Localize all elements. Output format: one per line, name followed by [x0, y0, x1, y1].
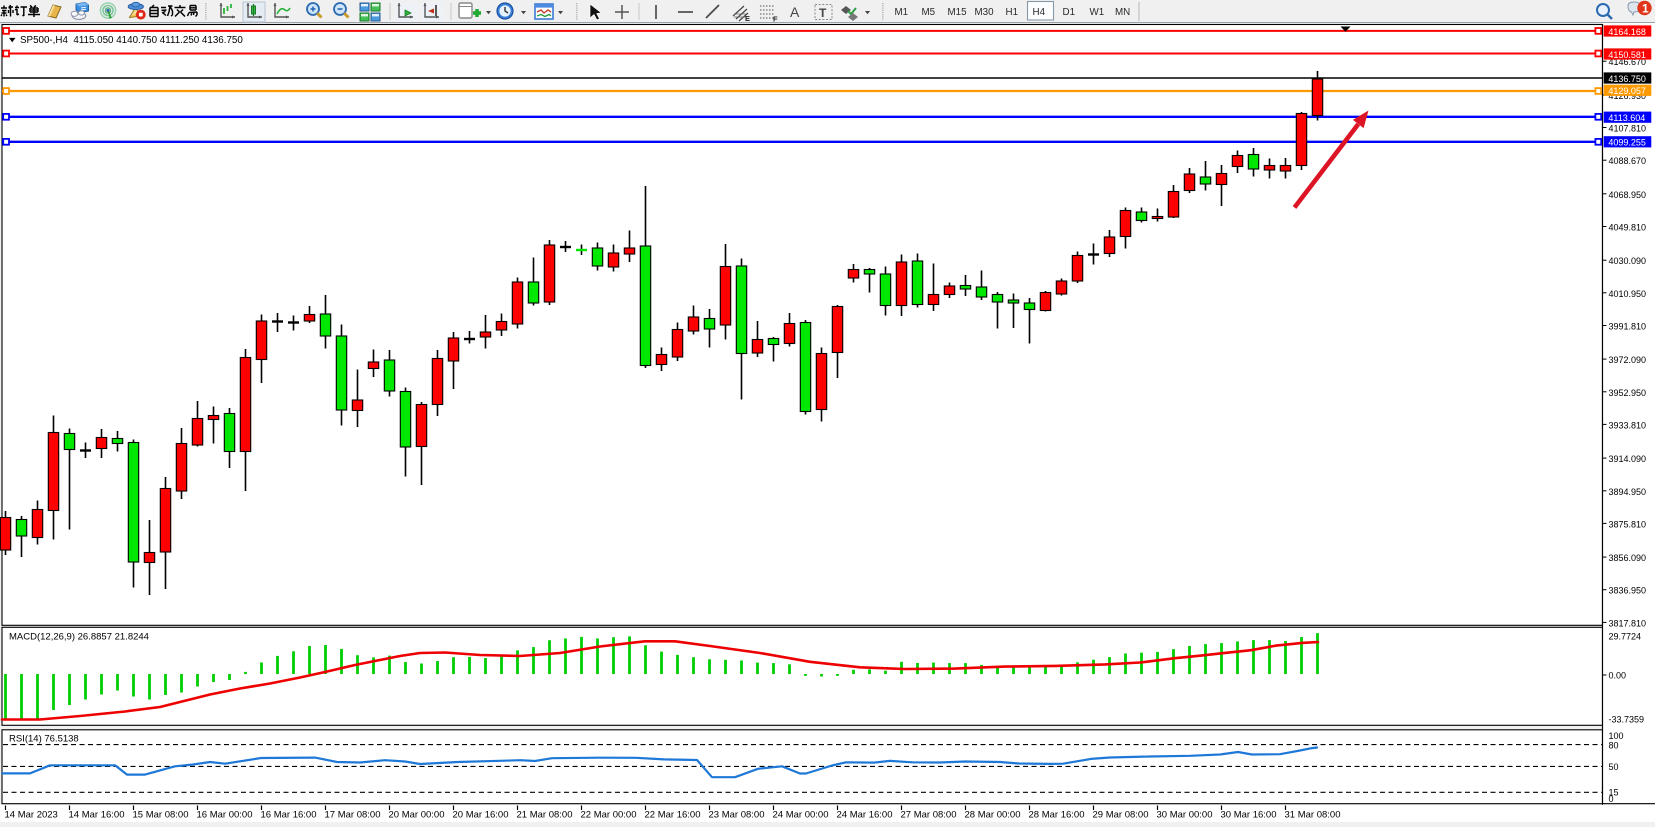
svg-text:24 Mar 00:00: 24 Mar 00:00: [773, 810, 829, 821]
svg-text:H4: H4: [1033, 7, 1046, 18]
svg-text:4150.581: 4150.581: [1608, 50, 1646, 60]
svg-text:3817.810: 3817.810: [1609, 618, 1647, 628]
svg-text:F: F: [773, 15, 778, 24]
svg-text:20 Mar 16:00: 20 Mar 16:00: [453, 810, 509, 821]
svg-text:30 Mar 16:00: 30 Mar 16:00: [1221, 810, 1277, 821]
svg-text:3856.090: 3856.090: [1609, 553, 1647, 563]
svg-text:3836.950: 3836.950: [1609, 586, 1647, 596]
svg-text:0: 0: [1609, 794, 1614, 804]
svg-text:MACD(12,26,9) 26.8857 21.8244: MACD(12,26,9) 26.8857 21.8244: [9, 632, 149, 643]
svg-text:4088.670: 4088.670: [1609, 156, 1647, 166]
svg-text:80: 80: [1609, 740, 1619, 750]
svg-text:A: A: [790, 4, 800, 20]
svg-text:M1: M1: [895, 7, 909, 18]
svg-text:21 Mar 08:00: 21 Mar 08:00: [517, 810, 573, 821]
svg-text:3914.090: 3914.090: [1609, 454, 1647, 464]
svg-text:RSI(14) 76.5138: RSI(14) 76.5138: [9, 734, 79, 745]
svg-text:M15: M15: [948, 7, 968, 18]
svg-text:14 Mar 16:00: 14 Mar 16:00: [69, 810, 125, 821]
svg-text:29.7724: 29.7724: [1609, 632, 1642, 642]
svg-text:1: 1: [1642, 2, 1649, 16]
svg-text:15 Mar 08:00: 15 Mar 08:00: [133, 810, 189, 821]
svg-text:W1: W1: [1090, 7, 1105, 18]
svg-text:4164.168: 4164.168: [1608, 27, 1646, 37]
svg-text:MN: MN: [1115, 7, 1130, 18]
svg-text:24 Mar 16:00: 24 Mar 16:00: [837, 810, 893, 821]
svg-text:3875.810: 3875.810: [1609, 519, 1647, 529]
svg-text:15: 15: [1609, 788, 1619, 798]
svg-text:16 Mar 16:00: 16 Mar 16:00: [261, 810, 317, 821]
svg-text:E: E: [745, 14, 750, 23]
svg-text:SP500-,H4 4115.050 4140.750 4: SP500-,H4 4115.050 4140.750 4111.250 413…: [20, 35, 243, 46]
svg-text:23 Mar 08:00: 23 Mar 08:00: [709, 810, 765, 821]
svg-text:14 Mar 2023: 14 Mar 2023: [5, 810, 58, 821]
svg-text:28 Mar 00:00: 28 Mar 00:00: [965, 810, 1021, 821]
svg-text:M5: M5: [922, 7, 936, 18]
svg-text:T: T: [819, 6, 827, 20]
svg-text:4068.950: 4068.950: [1609, 190, 1647, 200]
svg-text:27 Mar 08:00: 27 Mar 08:00: [901, 810, 957, 821]
svg-text:22 Mar 00:00: 22 Mar 00:00: [581, 810, 637, 821]
svg-text:29 Mar 08:00: 29 Mar 08:00: [1093, 810, 1149, 821]
svg-text:3933.810: 3933.810: [1609, 420, 1647, 430]
svg-text:-33.7359: -33.7359: [1609, 715, 1645, 725]
svg-text:4126.930: 4126.930: [1609, 91, 1647, 101]
svg-text:20 Mar 00:00: 20 Mar 00:00: [389, 810, 445, 821]
svg-text:4107.810: 4107.810: [1609, 124, 1647, 134]
svg-text:100: 100: [1609, 731, 1624, 741]
svg-text:4030.090: 4030.090: [1609, 256, 1647, 266]
svg-text:4099.255: 4099.255: [1608, 138, 1646, 148]
svg-text:3991.810: 3991.810: [1609, 322, 1647, 332]
svg-text:4129.057: 4129.057: [1608, 86, 1646, 96]
svg-text:4113.604: 4113.604: [1608, 113, 1645, 123]
svg-text:3894.950: 3894.950: [1609, 487, 1647, 497]
svg-text:4136.750: 4136.750: [1608, 74, 1646, 84]
svg-text:3972.090: 3972.090: [1609, 355, 1647, 365]
svg-text:50: 50: [1609, 762, 1619, 772]
svg-text:28 Mar 16:00: 28 Mar 16:00: [1029, 810, 1085, 821]
svg-text:4146.670: 4146.670: [1609, 57, 1647, 67]
svg-text:4049.810: 4049.810: [1609, 223, 1647, 233]
svg-text:16 Mar 00:00: 16 Mar 00:00: [197, 810, 253, 821]
svg-text:4010.950: 4010.950: [1609, 289, 1647, 299]
svg-text:22 Mar 16:00: 22 Mar 16:00: [645, 810, 701, 821]
svg-text:30 Mar 00:00: 30 Mar 00:00: [1157, 810, 1213, 821]
svg-text:17 Mar 08:00: 17 Mar 08:00: [325, 810, 381, 821]
svg-text:M30: M30: [975, 7, 995, 18]
svg-text:0.00: 0.00: [1609, 671, 1627, 681]
svg-text:H1: H1: [1006, 7, 1019, 18]
svg-text:31 Mar 08:00: 31 Mar 08:00: [1285, 810, 1341, 821]
svg-text:3952.950: 3952.950: [1609, 388, 1647, 398]
svg-text:D1: D1: [1063, 7, 1076, 18]
